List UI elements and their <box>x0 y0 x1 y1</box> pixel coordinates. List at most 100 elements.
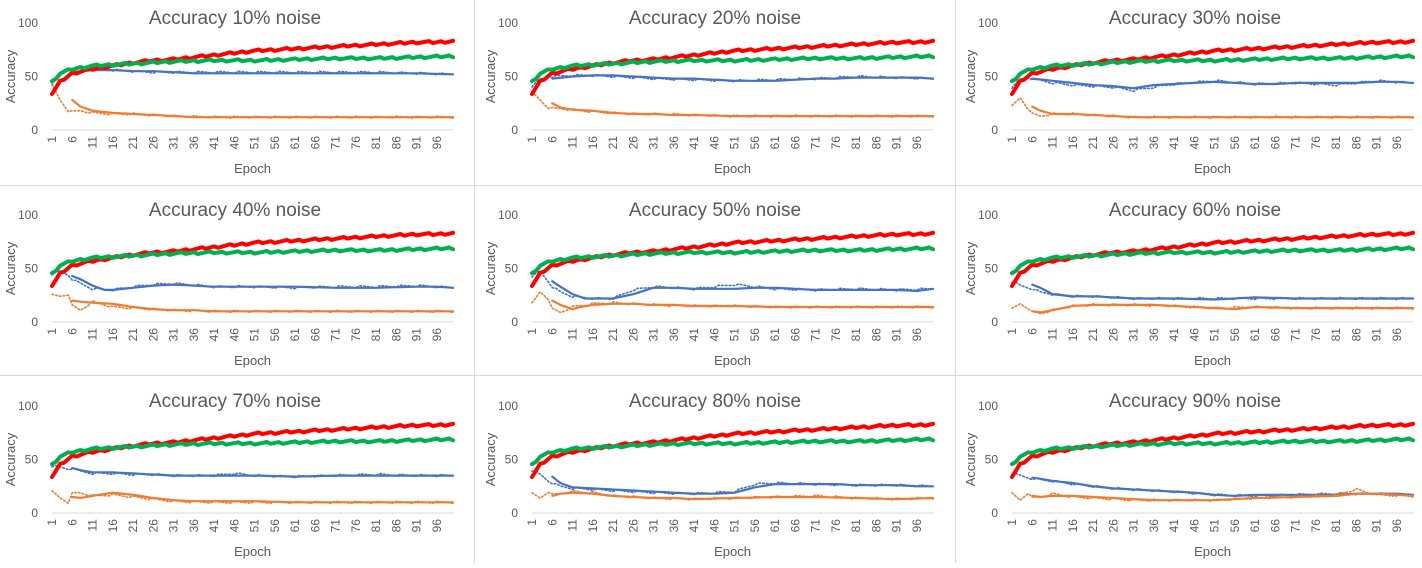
y-tick-label: 100 <box>18 208 38 222</box>
x-tick-label: 21 <box>606 519 620 533</box>
x-tick-label: 26 <box>1106 136 1120 150</box>
x-tick-label: 6 <box>1025 136 1039 143</box>
x-tick-label: 26 <box>626 136 640 150</box>
x-tick-label: 36 <box>1147 328 1161 342</box>
series-line <box>1010 436 1415 467</box>
y-axis-label: Accuracy <box>483 241 498 295</box>
x-tick-label: 56 <box>1228 328 1242 342</box>
y-tick-label: 100 <box>978 16 998 30</box>
x-tick-label: 71 <box>1289 519 1303 533</box>
x-tick-label: 61 <box>1248 519 1262 533</box>
y-tick-label: 100 <box>18 399 38 413</box>
chart-title: Accuracy 10% noise <box>149 8 321 29</box>
chart-panel: Accuracy 90% noise 0 50 100 1 6 11 16 21 26 31 36 41… <box>960 383 1422 568</box>
x-tick-label: 11 <box>86 136 100 149</box>
x-axis-label: Epoch <box>714 353 751 368</box>
y-tick-label: 0 <box>991 506 998 520</box>
x-tick-label: 96 <box>910 328 924 342</box>
x-tick-label: 31 <box>647 519 661 533</box>
x-tick-label: 16 <box>1066 519 1080 533</box>
x-tick-label: 86 <box>869 136 883 150</box>
x-tick-label: 71 <box>1289 328 1303 342</box>
x-tick-label: 46 <box>227 328 241 342</box>
x-tick-label: 61 <box>1248 136 1262 150</box>
x-tick-label: 36 <box>187 136 201 150</box>
x-tick-label: 1 <box>525 136 539 143</box>
y-tick-label: 50 <box>505 453 519 467</box>
y-tick-label: 100 <box>498 208 518 222</box>
x-tick-label: 96 <box>1390 328 1404 342</box>
x-tick-label: 46 <box>707 519 721 533</box>
x-tick-label: 71 <box>809 136 823 150</box>
x-tick-label: 26 <box>1106 519 1120 533</box>
x-tick-label: 96 <box>910 136 924 150</box>
x-tick-label: 16 <box>1066 328 1080 342</box>
y-tick-label: 50 <box>25 453 39 467</box>
y-axis-label: Accuracy <box>963 241 978 295</box>
series-line <box>530 245 935 276</box>
x-tick-label: 86 <box>869 519 883 533</box>
vertical-divider <box>474 0 475 563</box>
x-tick-label: 11 <box>566 328 580 341</box>
series-line <box>551 280 935 300</box>
x-tick-label: 1 <box>45 519 59 526</box>
x-tick-label: 6 <box>545 519 559 526</box>
series-line <box>50 53 455 84</box>
series-line <box>531 489 934 501</box>
x-tick-label: 6 <box>65 519 79 526</box>
x-tick-label: 86 <box>1349 136 1363 150</box>
series-line <box>51 83 454 119</box>
y-tick-label: 50 <box>985 70 999 84</box>
series-line <box>1011 303 1414 315</box>
y-tick-label: 0 <box>31 506 38 520</box>
x-tick-label: 91 <box>890 328 904 342</box>
x-tick-label: 71 <box>1289 136 1303 150</box>
x-tick-label: 11 <box>566 519 580 532</box>
x-tick-label: 6 <box>1025 328 1039 335</box>
x-tick-label: 46 <box>707 136 721 150</box>
x-tick-label: 61 <box>288 519 302 533</box>
x-tick-label: 71 <box>329 519 343 533</box>
chart-title: Accuracy 20% noise <box>629 8 801 29</box>
series-line <box>1011 97 1414 119</box>
x-tick-label: 91 <box>1370 136 1384 150</box>
x-tick-label: 21 <box>126 136 140 150</box>
series-line <box>530 53 935 84</box>
x-tick-label: 21 <box>126 328 140 342</box>
chart-title: Accuracy 70% noise <box>149 391 321 412</box>
series-line <box>531 470 934 496</box>
chart-panel: Accuracy 50% noise 0 50 100 1 6 11 16 21 26 31 36 41… <box>480 192 954 377</box>
y-tick-label: 50 <box>505 262 519 276</box>
y-axis-label: Accuracy <box>483 49 498 103</box>
x-tick-label: 51 <box>248 136 262 150</box>
x-tick-label: 66 <box>1268 328 1282 342</box>
y-tick-label: 100 <box>978 208 998 222</box>
x-tick-label: 81 <box>1329 519 1343 533</box>
x-tick-label: 61 <box>1248 328 1262 342</box>
y-axis-label: Accuracy <box>3 241 18 295</box>
x-tick-label: 96 <box>430 328 444 342</box>
x-tick-label: 11 <box>86 328 100 341</box>
x-tick-label: 61 <box>288 328 302 342</box>
x-tick-label: 51 <box>728 328 742 342</box>
x-tick-label: 36 <box>667 328 681 342</box>
chart-panel: Accuracy 60% noise 0 50 100 1 6 11 16 21 26 31 36 41… <box>960 192 1422 377</box>
x-tick-label: 71 <box>809 328 823 342</box>
x-tick-label: 51 <box>1208 328 1222 342</box>
x-tick-label: 76 <box>829 328 843 342</box>
x-tick-label: 11 <box>1046 328 1060 341</box>
x-tick-label: 56 <box>1228 519 1242 533</box>
x-tick-label: 46 <box>1187 519 1201 533</box>
x-tick-label: 41 <box>1167 519 1181 533</box>
x-tick-label: 91 <box>1370 328 1384 342</box>
chart-panel: Accuracy 70% noise 0 50 100 1 6 11 16 21 26 31 36 41… <box>0 383 474 568</box>
series-line <box>530 436 935 467</box>
series-line <box>551 102 935 118</box>
x-tick-label: 41 <box>207 136 221 150</box>
x-tick-label: 91 <box>410 136 424 150</box>
x-tick-label: 81 <box>1329 136 1343 150</box>
